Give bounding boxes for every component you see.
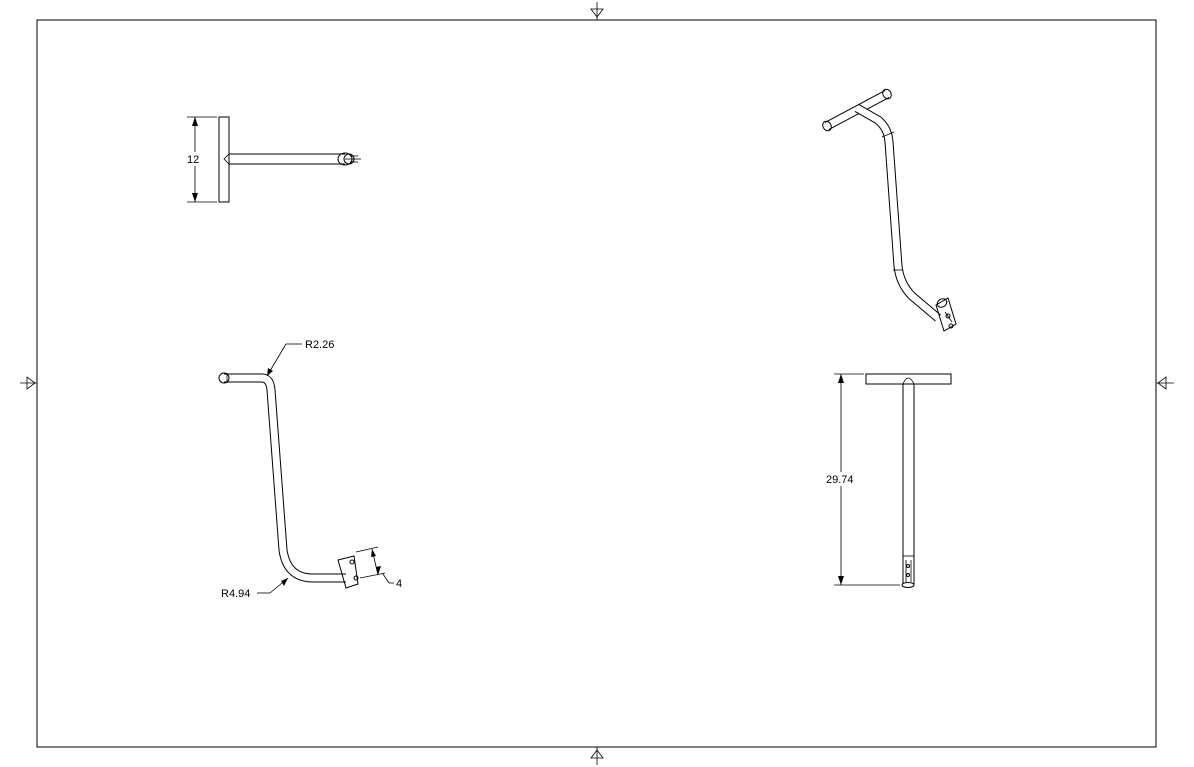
centering-mark-bottom: [590, 747, 604, 765]
side-view: R2.26 R4.94 4: [218, 339, 402, 600]
dimension-end-length: 4: [396, 578, 402, 590]
centering-mark-left: [20, 376, 37, 390]
isometric-end-fitting: [935, 297, 957, 332]
centering-mark-top: [590, 2, 604, 20]
dimension-bend-radius-upper: R2.26: [305, 339, 334, 351]
end-view: 12: [185, 116, 361, 203]
dimension-overall-length: 29.74: [826, 474, 854, 486]
dimension-bend-radius-lower: R4.94: [221, 588, 250, 600]
t-bar-end: [218, 116, 230, 203]
dimension-front-height: 12: [187, 154, 199, 166]
isometric-view: [822, 88, 957, 332]
sheet-border: [36, 19, 1157, 748]
t-bar-top: [865, 373, 952, 385]
side-end-fitting: [337, 555, 359, 589]
centering-mark-right: [1156, 376, 1174, 390]
top-view: 29.74: [824, 373, 952, 588]
